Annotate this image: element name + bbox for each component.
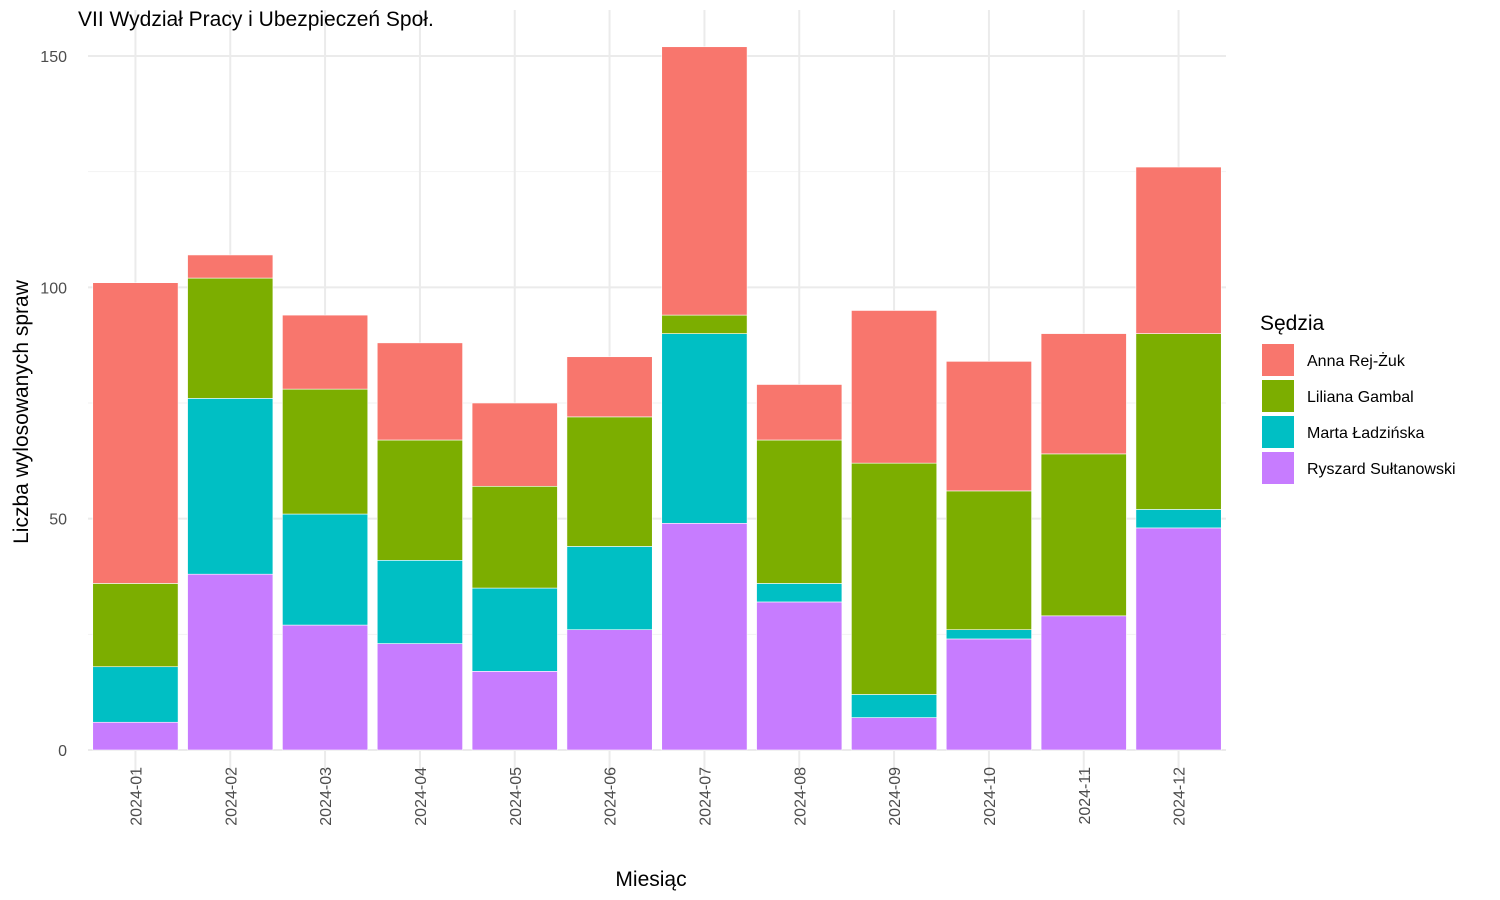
bar-segment — [945, 490, 1032, 631]
bar-segment — [282, 624, 369, 751]
legend-label: Liliana Gambal — [1307, 389, 1414, 406]
bar-segment — [376, 560, 463, 644]
x-tick-label: 2024-09 — [887, 767, 904, 826]
y-tick-label: 0 — [58, 743, 67, 760]
bar-segment — [92, 666, 179, 723]
bar-segment — [376, 439, 463, 561]
x-tick-label: 2024-01 — [128, 767, 145, 826]
chart-title: VII Wydział Pracy i Ubezpieczeń Społ. — [78, 8, 434, 31]
bar-segment — [851, 694, 938, 718]
x-tick-label: 2024-06 — [603, 767, 620, 826]
bar-segment — [566, 546, 653, 631]
bar-segment — [187, 254, 274, 279]
bar-segment — [187, 277, 274, 399]
bar-segment — [851, 717, 938, 751]
legend-title: Sędzia — [1260, 312, 1325, 335]
x-tick-label: 2024-03 — [318, 767, 335, 826]
legend-swatch — [1262, 452, 1294, 484]
bar-segment — [92, 583, 179, 668]
legend-label: Anna Rej-Żuk — [1307, 351, 1406, 370]
x-tick-label: 2024-07 — [697, 767, 714, 826]
bar-segment — [187, 573, 274, 751]
bar-segment — [851, 310, 938, 464]
bar-segment — [945, 361, 1032, 492]
x-tick-label: 2024-08 — [792, 767, 809, 826]
legend-swatch — [1262, 344, 1294, 376]
bar-segment — [282, 314, 369, 390]
bar-segment — [756, 601, 843, 751]
x-axis-tick-labels: 2024-01 2024-02 2024-03 2024-04 2024-05 2024-… — [128, 767, 1188, 826]
x-tick-label: 2024-11 — [1077, 767, 1094, 825]
bar-segment — [566, 356, 653, 418]
bar-segment — [661, 522, 748, 751]
legend: Sędzia Anna Rej-Żuk Liliana Gambal Marta Ł… — [1260, 312, 1456, 484]
bar-segment — [92, 721, 179, 751]
bar-segment — [376, 643, 463, 751]
bar-segment — [282, 388, 369, 515]
bar-segment — [1135, 333, 1222, 510]
bar-segment — [661, 314, 748, 334]
bar-segment — [376, 342, 463, 441]
legend-swatch — [1262, 416, 1294, 448]
bar-segment — [1040, 615, 1127, 751]
y-tick-label: 100 — [40, 280, 67, 297]
x-tick-label: 2024-10 — [982, 767, 999, 826]
bar-segment — [945, 629, 1032, 640]
bar-segment — [566, 416, 653, 547]
bar-segment — [756, 439, 843, 584]
bar-segment — [187, 398, 274, 575]
legend-label: Marta Ładzińska — [1307, 425, 1424, 442]
x-tick-label: 2024-04 — [413, 767, 430, 826]
x-tick-label: 2024-02 — [223, 767, 240, 826]
bars — [92, 46, 1222, 751]
bar-segment — [851, 462, 938, 695]
bar-segment — [756, 583, 843, 603]
bar-segment — [1135, 509, 1222, 529]
x-axis-title: Miesiąc — [615, 868, 686, 891]
bar-segment — [756, 384, 843, 441]
bar-segment — [471, 671, 558, 751]
bar-segment — [945, 638, 1032, 751]
x-tick-label: 2024-12 — [1172, 767, 1189, 826]
bar-segment — [282, 513, 369, 626]
x-tick-label: 2024-05 — [508, 767, 525, 826]
y-tick-label: 150 — [40, 49, 67, 66]
bar-segment — [92, 282, 179, 584]
bar-segment — [471, 587, 558, 672]
bar-segment — [1135, 527, 1222, 751]
y-tick-label: 50 — [49, 512, 67, 529]
bar-segment — [1135, 166, 1222, 334]
bar-segment — [566, 629, 653, 751]
legend-label: Ryszard Sułtanowski — [1307, 461, 1456, 478]
legend-swatch — [1262, 380, 1294, 412]
bar-segment — [661, 46, 748, 316]
bar-segment — [1040, 453, 1127, 617]
bar-segment — [661, 333, 748, 524]
y-axis-title: Liczba wylosowanych spraw — [10, 279, 33, 544]
bar-segment — [1040, 333, 1127, 455]
bar-segment — [471, 485, 558, 589]
y-axis-tick-labels: 0 50 100 150 — [40, 49, 67, 760]
bar-segment — [471, 402, 558, 487]
